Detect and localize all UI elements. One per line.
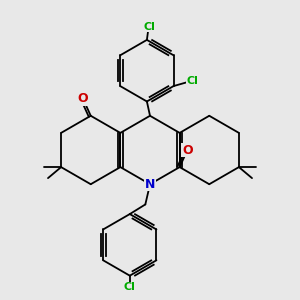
Text: O: O	[78, 92, 88, 105]
Text: Cl: Cl	[124, 283, 136, 292]
Text: Cl: Cl	[143, 22, 155, 32]
Text: Cl: Cl	[187, 76, 199, 86]
Text: N: N	[145, 178, 155, 191]
Text: O: O	[182, 143, 193, 157]
